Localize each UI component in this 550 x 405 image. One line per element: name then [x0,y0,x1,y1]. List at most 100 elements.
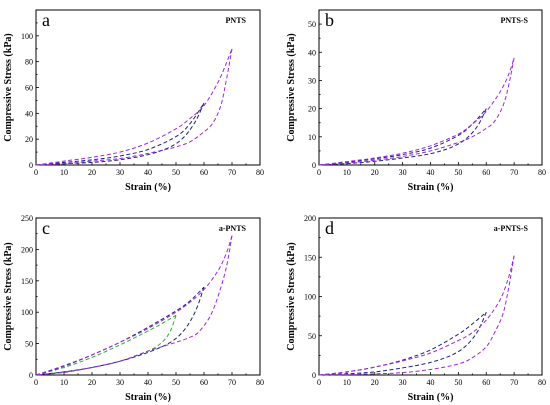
x-tick-label: 80 [538,378,546,387]
plot-frame [35,9,261,166]
chart-panel-a: 0 10 20 30 40 50 60 70 80 0 20 40 60 80 100 Strain (%) C… [3,9,264,193]
x-tick-label: 10 [343,168,351,177]
x-tick-label: 20 [371,168,379,177]
unloading-curve [35,48,233,166]
y-axis-title: Compressive Stress (kPa) [3,242,14,351]
x-tick-label: 30 [399,168,407,177]
panel-label: PNTS-S [500,16,528,25]
y-tick-label: 20 [308,105,316,114]
unloading-curve [35,286,205,376]
loading-curve [35,102,205,166]
panel-letter: b [325,10,334,30]
x-tick-label: 80 [538,168,546,177]
x-tick-label: 0 [317,168,321,177]
y-tick-label: 200 [21,245,33,254]
x-tick-label: 50 [172,168,180,177]
x-tick-label: 20 [88,378,96,387]
y-tick-label: 150 [21,277,33,286]
x-tick-label: 10 [343,378,351,387]
panel-letter: c [42,218,50,238]
x-tick-label: 20 [371,378,379,387]
y-axis-title: Compressive Stress (kPa) [3,33,14,142]
y-tick-label: 100 [304,293,316,302]
plot-frame [318,217,543,376]
y-tick-label: 100 [21,32,33,41]
x-tick-label: 10 [60,378,68,387]
loading-curve [35,235,233,376]
y-tick-label: 50 [308,20,316,29]
y-tick-label: 50 [308,332,316,341]
x-tick-label: 60 [482,378,490,387]
x-tick-label: 70 [228,378,236,387]
loading-curve [35,48,233,166]
y-tick-label: 150 [304,253,316,262]
unloading-curve [35,315,177,376]
x-tick-label: 80 [256,168,264,177]
x-tick-label: 0 [34,168,38,177]
y-tick-label: 50 [25,340,33,349]
x-tick-label: 20 [88,168,96,177]
y-tick-label: 10 [308,133,316,142]
loading-curve [318,108,487,166]
y-tick-label: 0 [29,161,33,170]
x-tick-label: 50 [172,378,180,387]
chart-panel-d: 0 10 20 30 40 50 60 70 80 0 50 100 150 200 Strain (%) C… [286,214,546,403]
y-axis-title: Compressive Stress (kPa) [286,242,297,351]
loading-curve [318,311,487,376]
y-tick-label: 100 [21,308,33,317]
x-tick-label: 60 [200,168,208,177]
panel-label: PNTS [226,16,247,25]
x-tick-label: 50 [454,378,462,387]
y-tick-label: 0 [312,161,316,170]
y-tick-label: 40 [25,109,33,118]
x-tick-label: 60 [482,168,490,177]
x-tick-label: 40 [427,378,435,387]
x-tick-label: 70 [228,168,236,177]
x-tick-label: 40 [144,168,152,177]
y-tick-label: 0 [312,371,316,380]
x-tick-label: 60 [200,378,208,387]
x-tick-label: 10 [60,168,68,177]
x-tick-label: 50 [454,168,462,177]
y-tick-label: 20 [25,135,33,144]
x-tick-label: 30 [399,378,407,387]
unloading-curve [318,255,515,376]
y-tick-label: 40 [308,48,316,57]
x-tick-label: 40 [144,378,152,387]
x-tick-label: 70 [510,378,518,387]
x-axis-title: Strain (%) [125,182,171,193]
y-tick-label: 60 [25,84,33,93]
x-axis-title: Strain (%) [125,392,171,403]
y-tick-label: 30 [308,76,316,85]
panel-letter: d [325,218,334,238]
unloading-curve [318,57,515,166]
x-tick-label: 0 [34,378,38,387]
y-tick-label: 200 [304,214,316,223]
x-axis-title: Strain (%) [408,392,454,403]
chart-panel-c: 0 10 20 30 40 50 60 70 80 0 50 100 150 200 250 Strain (… [3,214,264,403]
y-axis-title: Compressive Stress (kPa) [286,33,297,142]
y-tick-label: 0 [29,371,33,380]
x-tick-label: 80 [256,378,264,387]
x-tick-label: 30 [116,168,124,177]
x-tick-label: 0 [317,378,321,387]
x-tick-label: 30 [116,378,124,387]
panel-letter: a [42,10,50,30]
x-tick-label: 40 [427,168,435,177]
unloading-curve [35,235,233,376]
y-tick-label: 80 [25,58,33,67]
loading-curve [35,314,177,376]
panel-label: a-PNTS [219,224,247,233]
loading-curve [318,255,515,376]
unloading-curve [35,102,205,166]
loading-curve [35,286,205,376]
unloading-curve [318,108,487,166]
panel-label: a-PNTS-S [494,224,529,233]
unloading-curve [318,311,487,376]
y-tick-label: 250 [21,214,33,223]
loading-curve [318,57,515,166]
x-axis-title: Strain (%) [408,182,454,193]
x-tick-label: 70 [510,168,518,177]
